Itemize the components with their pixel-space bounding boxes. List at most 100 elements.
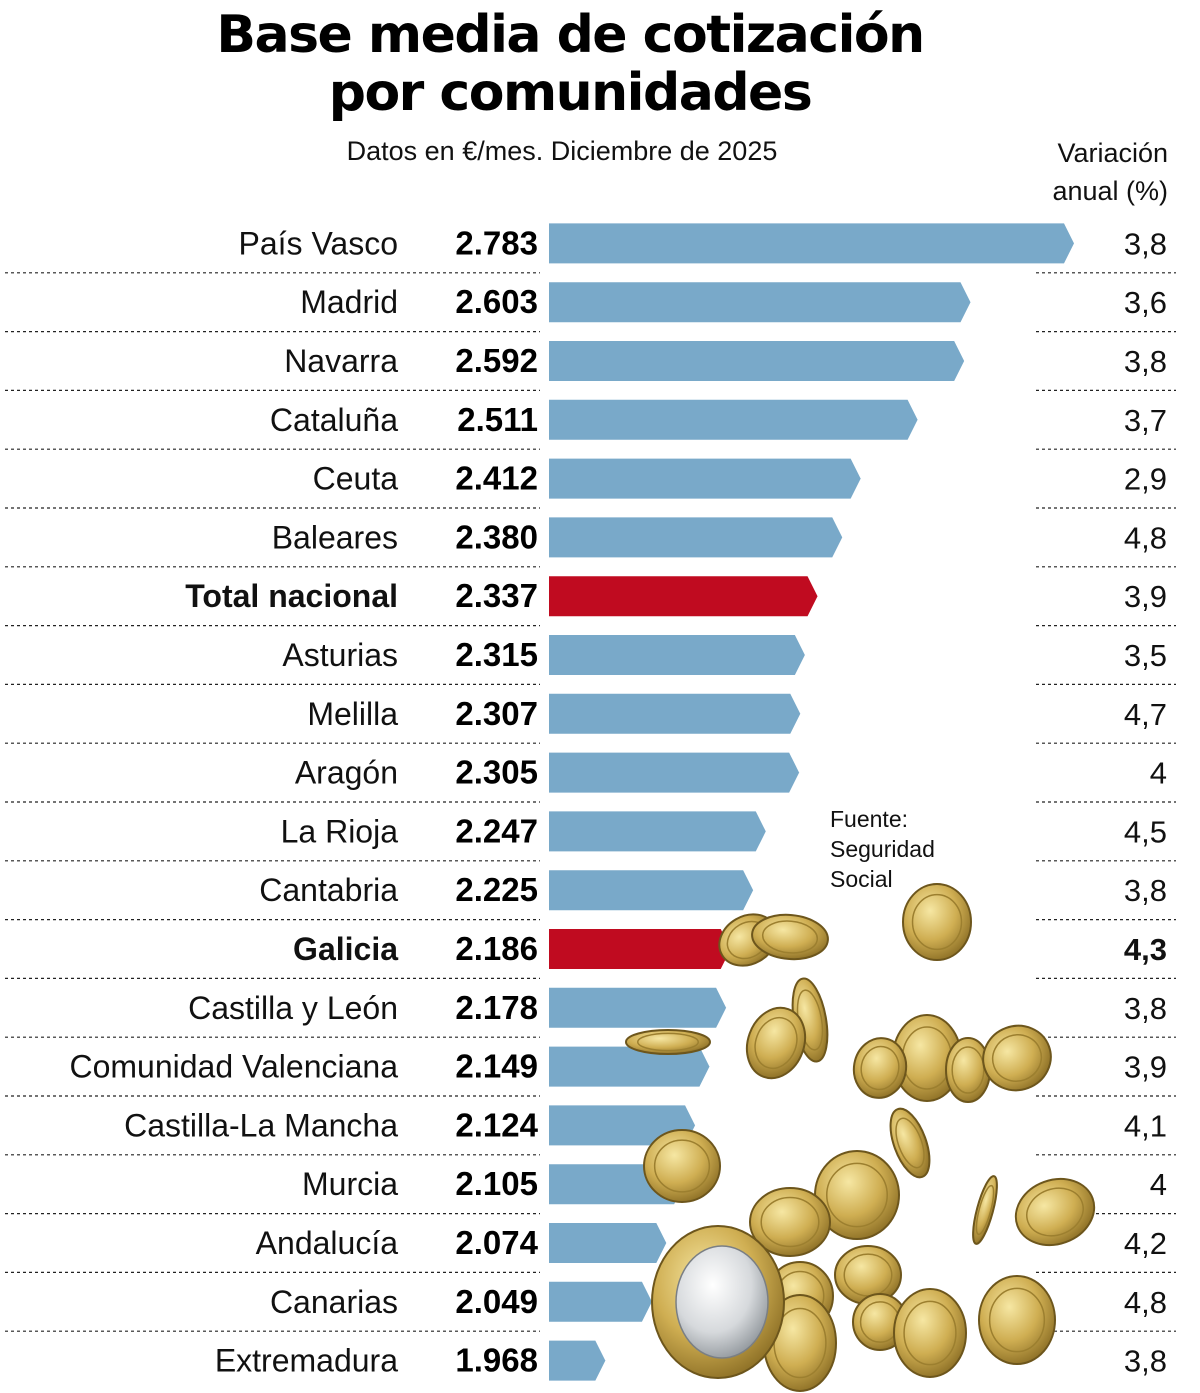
category-label: Castilla-La Mancha — [124, 1107, 398, 1143]
bar — [549, 1046, 710, 1087]
category-label: Ceuta — [313, 461, 399, 497]
category-label: Comunidad Valenciana — [69, 1049, 398, 1085]
bar — [549, 223, 1074, 264]
euro-coin-center — [675, 1245, 769, 1359]
bar — [549, 987, 727, 1028]
chart-row: Murcia 2.105 4 — [5, 1164, 1176, 1215]
chart-row: Aragón 2.305 4 — [5, 752, 1176, 803]
value-label: 2.105 — [455, 1165, 538, 1202]
coin-icon — [978, 1275, 1056, 1365]
value-label: 2.307 — [455, 695, 538, 732]
value-label: 2.186 — [455, 930, 538, 967]
variation-value: 3,8 — [1124, 1344, 1167, 1379]
chart-title-line2: por comunidades — [328, 63, 813, 123]
variation-header-line2: anual (%) — [1052, 176, 1168, 206]
chart-row: Navarra 2.592 3,8 — [5, 341, 1176, 391]
variation-value: 4 — [1150, 756, 1167, 791]
variation-value: 4,1 — [1124, 1108, 1167, 1143]
variation-value: 3,8 — [1124, 344, 1167, 379]
chart-row: País Vasco 2.783 3,8 — [5, 223, 1176, 274]
coin-rim — [951, 1046, 985, 1094]
coin-rim — [826, 1162, 888, 1228]
coins-illustration — [625, 883, 1096, 1392]
chart-row: Cantabria 2.225 3,8 — [5, 870, 1176, 921]
chart-row: Melilla 2.307 4,7 — [5, 693, 1176, 744]
chart-row: Cataluña 2.511 3,7 — [5, 399, 1176, 450]
bar — [549, 752, 800, 793]
variation-value: 3,8 — [1124, 991, 1167, 1026]
variation-value: 3,9 — [1124, 579, 1167, 614]
coin-rim — [653, 1139, 711, 1193]
chart-row: Galicia 2.186 4,3 — [5, 929, 1176, 980]
coin-rim — [1026, 1187, 1084, 1237]
value-label: 1.968 — [455, 1342, 538, 1379]
coin-rim — [988, 1287, 1046, 1353]
value-label: 2.603 — [455, 283, 538, 320]
source-note: Fuente: Seguridad Social — [830, 804, 935, 894]
category-label: Galicia — [293, 931, 398, 967]
coin-rim — [903, 1300, 957, 1366]
chart-row: Canarias 2.049 4,8 — [5, 1281, 1176, 1332]
chart-row: Ceuta 2.412 2,9 — [5, 458, 1176, 509]
variation-value: 3,5 — [1124, 638, 1167, 673]
coin-icon — [972, 1175, 998, 1245]
chart-row: Extremadura 1.968 3,8 — [215, 1340, 1167, 1381]
category-label: Aragón — [295, 755, 398, 791]
category-label: Baleares — [272, 519, 398, 555]
value-label: 2.178 — [455, 989, 538, 1026]
variation-value: 4,7 — [1124, 697, 1167, 732]
value-label: 2.783 — [455, 224, 538, 261]
variation-value: 4,2 — [1124, 1226, 1167, 1261]
coin-rim — [911, 893, 963, 951]
variation-value: 3,9 — [1124, 1050, 1167, 1085]
variation-value: 4,5 — [1124, 814, 1167, 849]
coin-rim — [860, 1045, 900, 1091]
coin-rim — [761, 920, 819, 954]
bar — [549, 399, 918, 440]
bar — [549, 635, 805, 675]
chart-title: Base media de cotización por comunidades — [0, 6, 1140, 122]
chart-row: Andalucía 2.074 4,2 — [5, 1223, 1176, 1274]
coin-rim — [991, 1034, 1043, 1082]
category-label: Madrid — [300, 284, 398, 320]
value-label: 2.592 — [455, 342, 538, 379]
bar — [549, 1281, 652, 1322]
chart-row: Baleares 2.380 4,8 — [5, 517, 1176, 568]
bar — [549, 870, 754, 911]
chart-row: Total nacional 2.337 3,9 — [5, 576, 1176, 627]
variation-value: 3,7 — [1124, 403, 1167, 438]
coin-rim — [637, 1032, 699, 1052]
value-label: 2.247 — [455, 812, 538, 849]
source-line3: Social — [830, 866, 893, 892]
value-label: 2.305 — [455, 754, 538, 791]
value-label: 2.315 — [455, 636, 538, 673]
bar — [549, 517, 843, 558]
category-label: Andalucía — [256, 1225, 399, 1261]
chart-row: Madrid 2.603 3,6 — [5, 282, 1176, 333]
bar — [549, 811, 766, 852]
value-label: 2.511 — [457, 401, 538, 438]
bar-highlight — [549, 929, 731, 969]
category-label: País Vasco — [239, 225, 398, 261]
category-label: La Rioja — [281, 813, 399, 849]
category-label: Extremadura — [215, 1343, 398, 1379]
chart-row: Castilla-La Mancha 2.124 4,1 — [5, 1105, 1176, 1156]
variation-header-line1: Variación — [1057, 138, 1168, 168]
category-label: Total nacional — [185, 578, 398, 614]
chart-row: Castilla y León 2.178 3,8 — [5, 987, 1176, 1038]
coin-rim — [754, 1016, 798, 1070]
bar — [549, 1223, 667, 1263]
value-label: 2.049 — [455, 1283, 538, 1320]
category-label: Castilla y León — [188, 990, 398, 1026]
coin-rim — [975, 1184, 995, 1236]
variation-value: 3,8 — [1124, 873, 1167, 908]
bar — [549, 282, 971, 323]
variation-value: 4,8 — [1124, 1285, 1167, 1320]
category-label: Navarra — [284, 343, 398, 379]
variation-value: 4,8 — [1124, 520, 1167, 555]
chart-title-line1: Base media de cotización — [216, 5, 925, 65]
chart-row: Asturias 2.315 3,5 — [5, 635, 1176, 686]
bar — [549, 1340, 606, 1381]
variation-value: 4,3 — [1124, 932, 1167, 967]
source-line1: Fuente: — [830, 806, 908, 832]
